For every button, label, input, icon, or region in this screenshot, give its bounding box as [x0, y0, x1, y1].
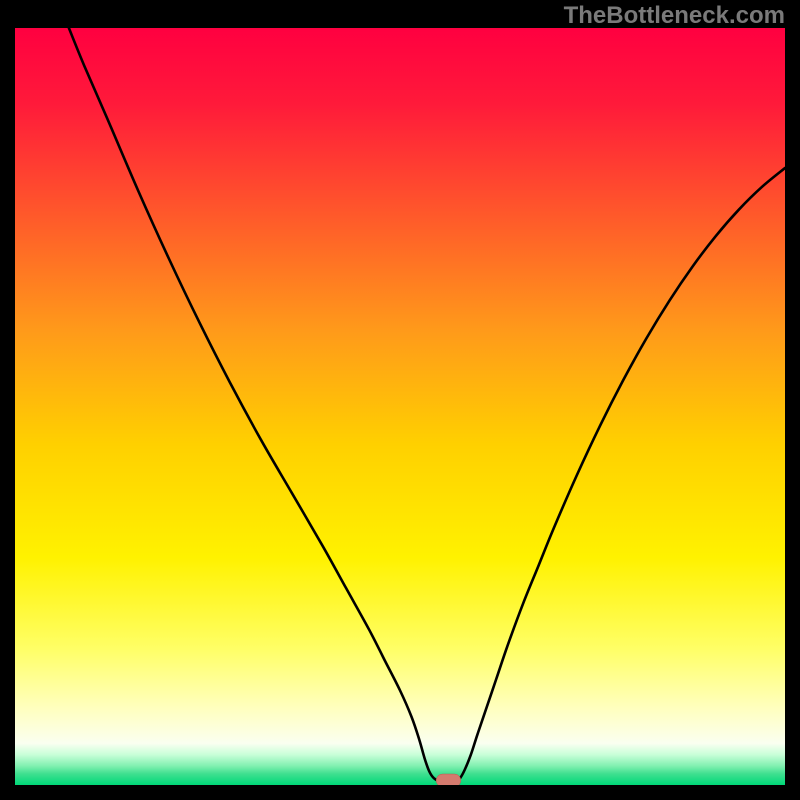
optimal-point-marker	[436, 774, 461, 785]
gradient-background	[15, 28, 785, 785]
watermark-text: TheBottleneck.com	[564, 2, 785, 30]
plot-area	[15, 28, 785, 785]
chart-svg	[15, 28, 785, 785]
